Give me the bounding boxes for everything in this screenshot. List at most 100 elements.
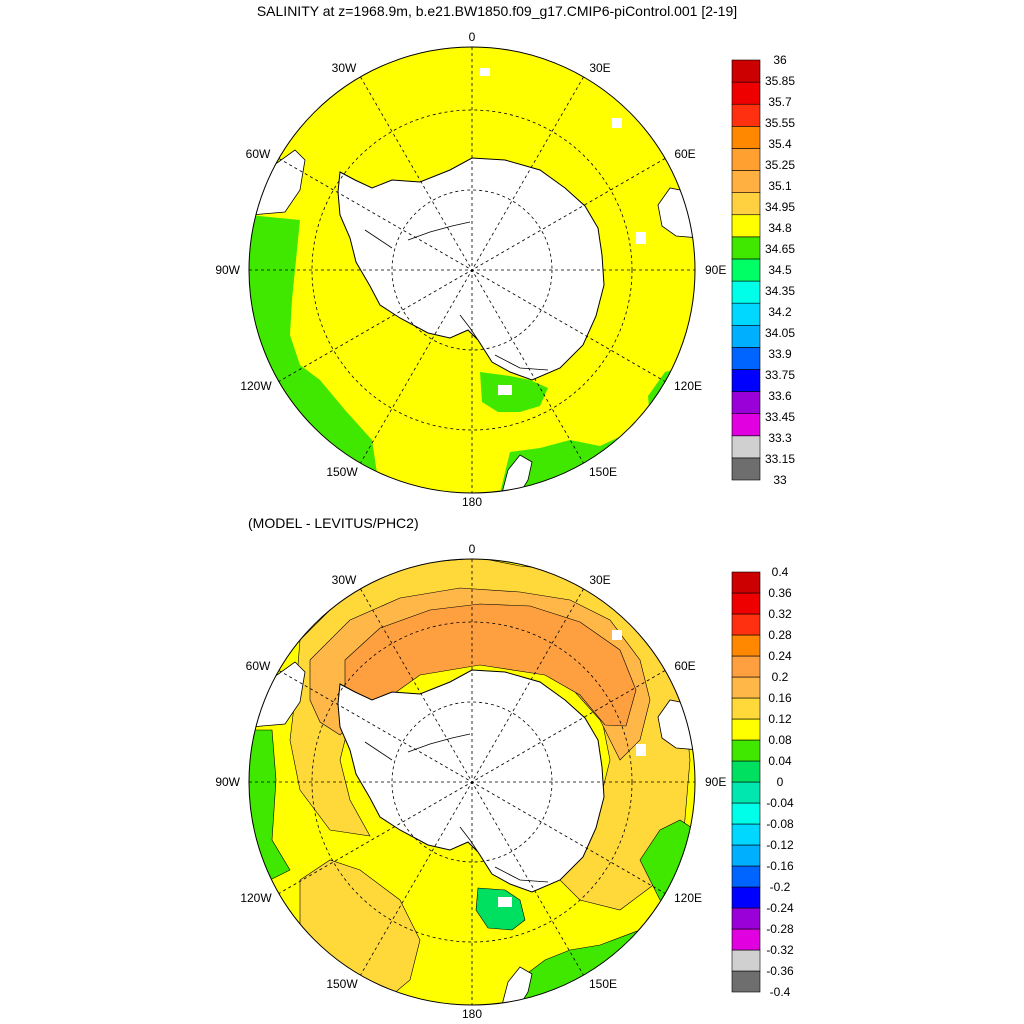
lon-label-60e: 60E — [674, 659, 695, 673]
lon-label-90w: 90W — [215, 775, 240, 789]
salinity-land-island-4 — [498, 385, 512, 395]
difference-colorbar-label: 0.4 — [772, 565, 789, 579]
difference-colorbar-label: -0.08 — [766, 817, 794, 831]
difference-lon-labels: 0 30E 60E 90E 120E 150E 180 150W 120W 90… — [215, 542, 726, 1021]
salinity-colorbar-label: 35.1 — [768, 179, 792, 193]
difference-colorbar-box — [731, 697, 761, 720]
difference-colorbar-box — [731, 823, 761, 846]
lon-label-0: 0 — [469, 30, 476, 44]
difference-colorbar-label: 0.04 — [768, 754, 792, 768]
difference-colorbar-label: -0.04 — [766, 796, 794, 810]
salinity-colorbar-box — [731, 214, 761, 238]
salinity-coast-detail — [364, 221, 549, 371]
difference-colorbar: 0.4 0.36 0.32 0.28 0.24 0.2 0.16 0.12 0.08 0.04 0 -… — [731, 565, 794, 999]
salinity-colorbar-label: 34.5 — [768, 263, 792, 277]
difference-colorbar-label: 0.16 — [768, 691, 792, 705]
salinity-graticule — [249, 47, 695, 493]
salinity-colorbar-label: 34.35 — [765, 284, 795, 298]
salinity-colorbar-label: 33.3 — [768, 431, 792, 445]
difference-colorbar-box — [731, 739, 761, 762]
difference-colorbar-label: -0.24 — [766, 901, 794, 915]
difference-colorbar-box — [731, 592, 761, 615]
salinity-colorbar-box — [731, 302, 761, 326]
salinity-colorbar-label: 35.85 — [765, 74, 795, 88]
lon-label-150e: 150E — [589, 977, 617, 991]
lon-label-30e: 30E — [589, 573, 610, 587]
difference-colorbar-box — [731, 886, 761, 909]
difference-coast-detail — [364, 733, 549, 883]
difference-colorbar-label: -0.16 — [766, 859, 794, 873]
salinity-colorbar-label: 33.45 — [765, 410, 795, 424]
salinity-colorbar-box — [731, 258, 761, 282]
difference-colorbar-label: 0.28 — [768, 628, 792, 642]
salinity-colorbar-label: 36 — [773, 53, 787, 67]
salinity-land-island-3 — [636, 232, 646, 244]
difference-title: (MODEL - LEVITUS/PHC2) — [248, 515, 419, 531]
salinity-colorbar-label: 33.9 — [768, 347, 792, 361]
difference-colorbar-box — [731, 781, 761, 804]
difference-colorbar-box — [731, 802, 761, 825]
salinity-colorbar-label: 34.2 — [768, 305, 792, 319]
salinity-colorbar-box — [731, 236, 761, 260]
difference-region-ross-sea — [475, 887, 526, 931]
lon-label-120e: 120E — [674, 891, 702, 905]
difference-colorbar-box — [731, 844, 761, 867]
difference-colorbar-label: 0.32 — [768, 607, 792, 621]
salinity-colorbar-label: 34.8 — [768, 221, 792, 235]
salinity-colorbar-label: 35.7 — [768, 95, 792, 109]
difference-map — [249, 559, 695, 1005]
salinity-colorbar-label: 35.25 — [765, 158, 795, 172]
lon-label-30w: 30W — [332, 61, 357, 75]
salinity-colorbar-label: 33.6 — [768, 389, 792, 403]
salinity-colorbar-label: 34.65 — [765, 242, 795, 256]
salinity-colorbar-box — [731, 81, 761, 105]
lon-label-180: 180 — [462, 1007, 482, 1021]
difference-colorbar-box — [731, 676, 761, 699]
salinity-colorbar-label: 35.4 — [768, 137, 792, 151]
difference-colorbar-label: 0.12 — [768, 712, 792, 726]
difference-land-antarctica — [337, 669, 605, 893]
salinity-title: SALINITY at z=1968.9m, b.e21.BW1850.f09_… — [257, 3, 737, 19]
difference-colorbar-box — [731, 718, 761, 741]
lon-label-150w: 150W — [326, 465, 358, 479]
lon-label-60w: 60W — [246, 147, 271, 161]
difference-colorbar-box — [731, 634, 761, 657]
salinity-colorbar-label: 35.55 — [765, 116, 795, 130]
salinity-colorbar-box — [731, 435, 761, 459]
salinity-colorbar-box — [731, 148, 761, 171]
salinity-colorbar-label: 33.15 — [765, 452, 795, 466]
lon-label-0: 0 — [469, 542, 476, 556]
difference-colorbar-label: -0.2 — [770, 880, 791, 894]
difference-colorbar-label: 0.08 — [768, 733, 792, 747]
salinity-colorbar-label: 33 — [773, 473, 787, 487]
salinity-colorbar-label: 34.05 — [765, 326, 795, 340]
difference-colorbar-label: 0 — [777, 775, 784, 789]
difference-graticule — [249, 559, 695, 1005]
difference-colorbar-box — [731, 949, 761, 972]
salinity-colorbar-box — [731, 347, 761, 370]
lon-label-120w: 120W — [240, 379, 272, 393]
salinity-region-ross-sea — [480, 372, 548, 412]
salinity-colorbar-label: 33.75 — [765, 368, 795, 382]
salinity-colorbar-box — [731, 59, 761, 83]
difference-colorbar-box — [731, 928, 761, 951]
difference-colorbar-box — [731, 760, 761, 783]
lon-label-120e: 120E — [674, 379, 702, 393]
lon-label-30w: 30W — [332, 573, 357, 587]
difference-colorbar-box — [731, 655, 761, 678]
difference-colorbar-box — [731, 865, 761, 888]
salinity-panel: SALINITY at z=1968.9m, b.e21.BW1850.f09_… — [215, 3, 795, 509]
difference-land-island-3 — [498, 897, 512, 907]
difference-colorbar-label: -0.32 — [766, 943, 794, 957]
difference-colorbar-label: -0.12 — [766, 838, 794, 852]
salinity-colorbar-box — [731, 280, 761, 304]
salinity-map-border — [248, 46, 696, 494]
salinity-colorbar-label: 34.95 — [765, 200, 795, 214]
difference-colorbar-label: 0.2 — [772, 670, 789, 684]
salinity-lon-labels: 0 30E 60E 90E 120E 150E 180 150W 120W 90… — [215, 30, 726, 509]
difference-colorbar-box — [731, 571, 761, 594]
lon-label-90w: 90W — [215, 263, 240, 277]
salinity-colorbar: 36 35.85 35.7 35.55 35.4 35.25 35.1 34.95 34.8 34… — [731, 53, 795, 487]
difference-colorbar-label: -0.36 — [766, 964, 794, 978]
difference-map-border — [248, 558, 696, 1006]
